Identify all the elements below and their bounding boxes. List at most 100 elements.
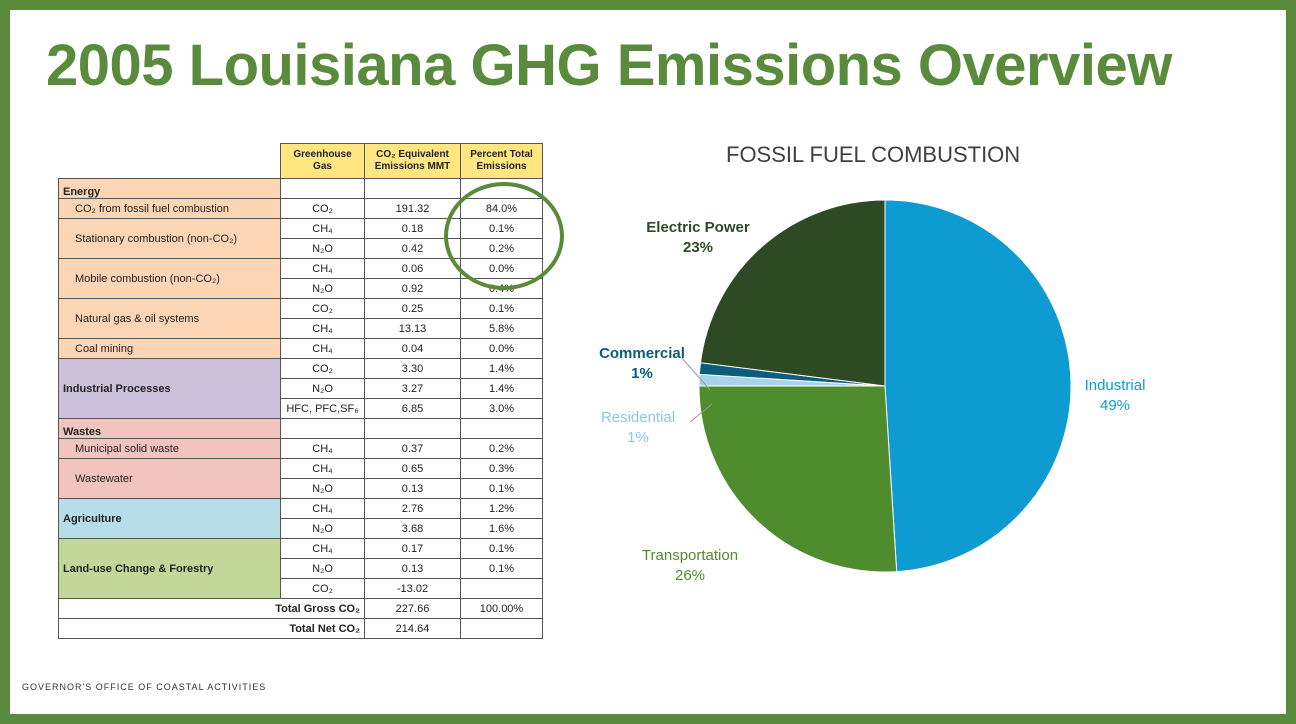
table-row: N₂O 0.13 0.1% <box>59 478 543 499</box>
cell-value: 0.65 <box>364 458 461 479</box>
slice-name-label: Commercial <box>599 345 685 362</box>
cell-gas: CH₄ <box>280 218 365 239</box>
source-label: Natural gas & oil systems <box>58 298 281 339</box>
pie-slice-industrial <box>884 199 1072 573</box>
pie-slice-electric-power <box>699 199 886 387</box>
cell-value: 3.27 <box>364 378 461 399</box>
cell-value: 0.13 <box>364 478 461 499</box>
emissions-table: Greenhouse Gas CO₂ Equivalent Emissions … <box>58 143 543 639</box>
source-label: Stationary combustion (non-CO₂) <box>58 218 281 259</box>
header-emissions: CO₂ Equivalent Emissions MMT <box>364 143 461 179</box>
cell-gas: HFC, PFC,SF₆ <box>280 398 365 419</box>
cell-percent: 5.8% <box>460 318 543 339</box>
table-row: Industrial Processes CO₂ 3.30 1.4% <box>58 358 543 419</box>
total-percent <box>460 618 543 639</box>
cell-gas: N₂O <box>280 278 365 299</box>
cell-value: 0.13 <box>364 558 461 579</box>
cell-value: 0.17 <box>364 538 461 559</box>
cell-percent: 0.1% <box>460 538 543 559</box>
cell-gas: CH₄ <box>280 438 365 459</box>
table-header-row: Greenhouse Gas CO₂ Equivalent Emissions … <box>59 143 543 179</box>
cell-percent: 1.4% <box>460 378 543 399</box>
total-label: Total Gross CO₂ <box>58 598 365 619</box>
cell-value <box>364 418 461 439</box>
cell-gas: N₂O <box>280 478 365 499</box>
cell-value: 0.37 <box>364 438 461 459</box>
table-row: Wastewater CH₄ 0.65 0.3% <box>58 458 543 499</box>
total-value: 227.66 <box>364 598 461 619</box>
table-row: Mobile combustion (non-CO₂) CH₄ 0.06 0.0% <box>58 258 543 299</box>
cell-gas: N₂O <box>280 558 365 579</box>
cell-value: 2.76 <box>364 498 461 519</box>
slice-percent-label: 1% <box>631 365 653 382</box>
cell-percent: 0.2% <box>460 438 543 459</box>
cell-gas <box>280 178 365 199</box>
cell-percent: 1.2% <box>460 498 543 519</box>
category-label: Agriculture <box>58 498 281 539</box>
cell-gas: N₂O <box>280 238 365 259</box>
cell-value: 0.92 <box>364 278 461 299</box>
slice-percent-label: 23% <box>683 239 713 256</box>
total-row: Total Net CO₂ 214.64 <box>58 618 543 639</box>
cell-value: 3.30 <box>364 358 461 379</box>
slice-name-label: Industrial <box>1085 377 1146 394</box>
cell-percent: 0.1% <box>460 478 543 499</box>
cell-percent <box>460 418 543 439</box>
table-row: Stationary combustion (non-CO₂) CH₄ 0.18 0.… <box>58 218 543 259</box>
cell-value: 13.13 <box>364 318 461 339</box>
footer-text: GOVERNOR'S OFFICE OF COASTAL ACTIVITIES <box>22 682 267 692</box>
cell-value: 0.25 <box>364 298 461 319</box>
slide-title: 2005 Louisiana GHG Emissions Overview <box>46 33 1172 98</box>
cell-gas: CH₄ <box>280 538 365 559</box>
cell-percent: 1.6% <box>460 518 543 539</box>
source-label: Mobile combustion (non-CO₂) <box>58 258 281 299</box>
cell-gas: CO₂ <box>280 358 365 379</box>
cell-gas: N₂O <box>280 518 365 539</box>
cell-gas: N₂O <box>280 378 365 399</box>
cell-value: -13.02 <box>364 578 461 599</box>
cell-percent: 0.3% <box>460 458 543 479</box>
table-row: Coal mining CH₄ 0.04 0.0% <box>58 338 543 359</box>
highlight-circle <box>444 182 564 290</box>
cell-gas: CO₂ <box>280 298 365 319</box>
category-label: Energy <box>58 178 281 199</box>
cell-value: 3.68 <box>364 518 461 539</box>
chart-title: FOSSIL FUEL COMBUSTION <box>726 142 1021 167</box>
cell-value <box>364 178 461 199</box>
header-percent: Percent Total Emissions <box>460 143 543 179</box>
cell-gas <box>280 418 365 439</box>
pie-slice-transportation <box>698 385 898 573</box>
pie-chart: Industrial 49% Transportation 26% Residentia… <box>599 199 1146 584</box>
slice-percent-label: 49% <box>1100 397 1130 414</box>
total-label: Total Net CO₂ <box>58 618 365 639</box>
cell-percent: 1.4% <box>460 358 543 379</box>
cell-percent: 3.0% <box>460 398 543 419</box>
cell-gas: CH₄ <box>280 318 365 339</box>
cell-percent: 0.0% <box>460 338 543 359</box>
cell-gas: CH₄ <box>280 498 365 519</box>
header-blank-cell <box>59 144 281 179</box>
cell-gas: CH₄ <box>280 258 365 279</box>
total-percent: 100.00% <box>460 598 543 619</box>
table-row: Natural gas & oil systems CO₂ 0.25 0.1% <box>58 298 543 339</box>
table-row: Municipal solid waste CH₄ 0.37 0.2% <box>58 438 543 459</box>
category-label: Land-use Change & Forestry <box>58 538 281 599</box>
header-gas: Greenhouse Gas <box>280 143 365 179</box>
slice-name-label: Electric Power <box>646 219 750 236</box>
slice-percent-label: 1% <box>627 429 649 446</box>
table-row: Land-use Change & Forestry CH₄ 0.17 0.1% <box>58 538 543 599</box>
table-row: HFC, PFC,SF₆ 6.85 3.0% <box>59 398 543 419</box>
cell-value: 0.06 <box>364 258 461 279</box>
source-label: Wastewater <box>58 458 281 499</box>
table-row: Wastes <box>58 418 543 439</box>
slide: 2005 Louisiana GHG Emissions Overview Gr… <box>10 10 1286 714</box>
slice-name-label: Residential <box>601 409 675 426</box>
leader-line <box>689 403 713 423</box>
cell-percent: 0.1% <box>460 298 543 319</box>
table-row: N₂O 3.68 1.6% <box>59 518 543 539</box>
source-label: Municipal solid waste <box>58 438 281 459</box>
category-label: Industrial Processes <box>58 358 281 419</box>
source-label: CO₂ from fossil fuel combustion <box>58 198 281 219</box>
cell-percent: 0.1% <box>460 558 543 579</box>
total-value: 214.64 <box>364 618 461 639</box>
